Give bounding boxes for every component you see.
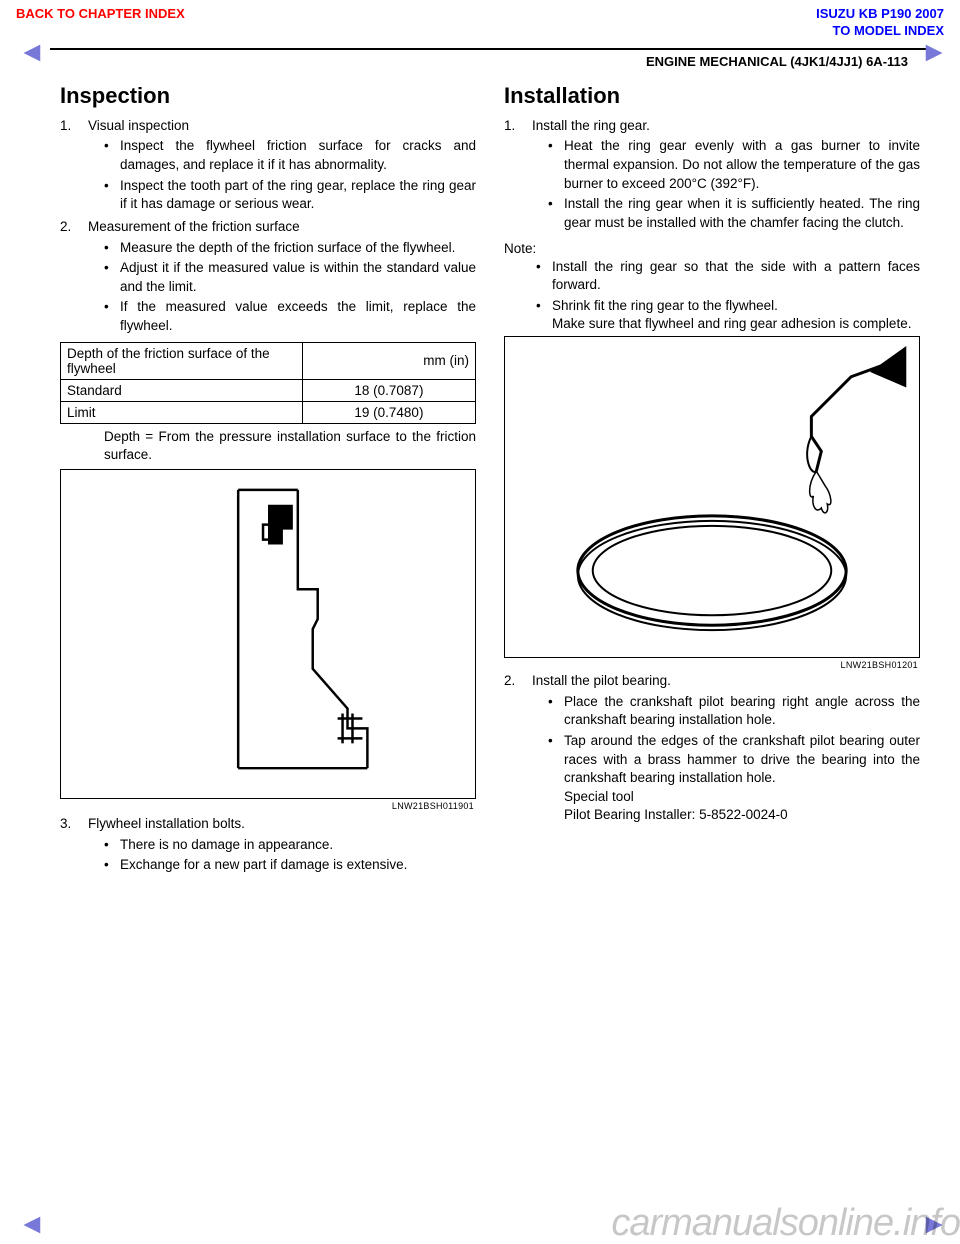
list-item: Measure the depth of the friction surfac… — [108, 239, 476, 258]
list-item: Adjust it if the measured value is withi… — [108, 259, 476, 296]
li-text: Measurement of the friction surface — [88, 219, 300, 234]
figure-label: LNW21BSH01201 — [504, 658, 920, 670]
left-column: Inspection 1.Visual inspection Inspect t… — [60, 83, 476, 879]
table-cell: 19 (0.7480) — [302, 401, 475, 423]
list-item: 3.Flywheel installation bolts. There is … — [76, 815, 476, 875]
list-item: If the measured value exceeds the limit,… — [108, 298, 476, 335]
note-heading: Note: — [504, 241, 920, 256]
list-item: There is no damage in appearance. — [108, 836, 476, 855]
special-tool-label: Special tool — [564, 789, 634, 804]
list-item: Exchange for a new part if damage is ext… — [108, 856, 476, 875]
list-item: Inspect the tooth part of the ring gear,… — [108, 177, 476, 214]
list-item: 2.Measurement of the friction surface Me… — [76, 218, 476, 336]
flywheel-cross-section-figure — [60, 469, 476, 799]
ring-gear-heating-figure — [504, 336, 920, 658]
header-rule — [50, 48, 930, 50]
list-item: 2.Install the pilot bearing. Place the c… — [520, 672, 920, 825]
right-column: Installation 1.Install the ring gear. He… — [504, 83, 920, 879]
prev-page-arrow-icon[interactable]: ◄ — [18, 1208, 46, 1240]
li-text: Shrink fit the ring gear to the flywheel… — [552, 298, 778, 313]
list-item: Install the ring gear when it is suffici… — [552, 195, 920, 232]
inspection-heading: Inspection — [60, 83, 476, 109]
prev-page-arrow-icon[interactable]: ◄ — [18, 36, 46, 68]
li-text: Tap around the edges of the crankshaft p… — [564, 733, 920, 785]
table-cell: Standard — [61, 379, 303, 401]
table-unit: mm (in) — [302, 342, 475, 379]
special-tool-value: Pilot Bearing Installer: 5-8522-0024-0 — [564, 807, 788, 822]
table-cell: 18 (0.7087) — [302, 379, 475, 401]
back-to-chapter-link[interactable]: BACK TO CHAPTER INDEX — [16, 6, 185, 40]
list-item: Shrink fit the ring gear to the flywheel… — [540, 297, 920, 334]
list-item: 1.Visual inspection Inspect the flywheel… — [76, 117, 476, 214]
li-text: Install the ring gear. — [532, 118, 650, 133]
list-item: Heat the ring gear evenly with a gas bur… — [552, 137, 920, 193]
list-item: Place the crankshaft pilot bearing right… — [552, 693, 920, 730]
depth-caption: Depth = From the pressure installation s… — [60, 428, 476, 465]
li-text: Flywheel installation bolts. — [88, 816, 245, 831]
list-item: Tap around the edges of the crankshaft p… — [552, 732, 920, 825]
watermark: carmanualsonline.info — [611, 1204, 960, 1242]
list-item: Install the ring gear so that the side w… — [540, 258, 920, 295]
table-cell: Limit — [61, 401, 303, 423]
model-title: ISUZU KB P190 2007 — [816, 6, 944, 23]
list-item: 1.Install the ring gear. Heat the ring g… — [520, 117, 920, 233]
li-text: Visual inspection — [88, 118, 189, 133]
table-header: Depth of the friction surface of the fly… — [61, 342, 303, 379]
installation-heading: Installation — [504, 83, 920, 109]
running-header: ENGINE MECHANICAL (4JK1/4JJ1) 6A-113 — [0, 50, 960, 75]
next-page-arrow-icon[interactable]: ► — [920, 36, 948, 68]
li-text: Install the pilot bearing. — [532, 673, 671, 688]
li-subtext: Make sure that flywheel and ring gear ad… — [552, 316, 911, 331]
list-item: Inspect the flywheel friction surface fo… — [108, 137, 476, 174]
depth-table: Depth of the friction surface of the fly… — [60, 342, 476, 424]
figure-label: LNW21BSH011901 — [60, 799, 476, 811]
